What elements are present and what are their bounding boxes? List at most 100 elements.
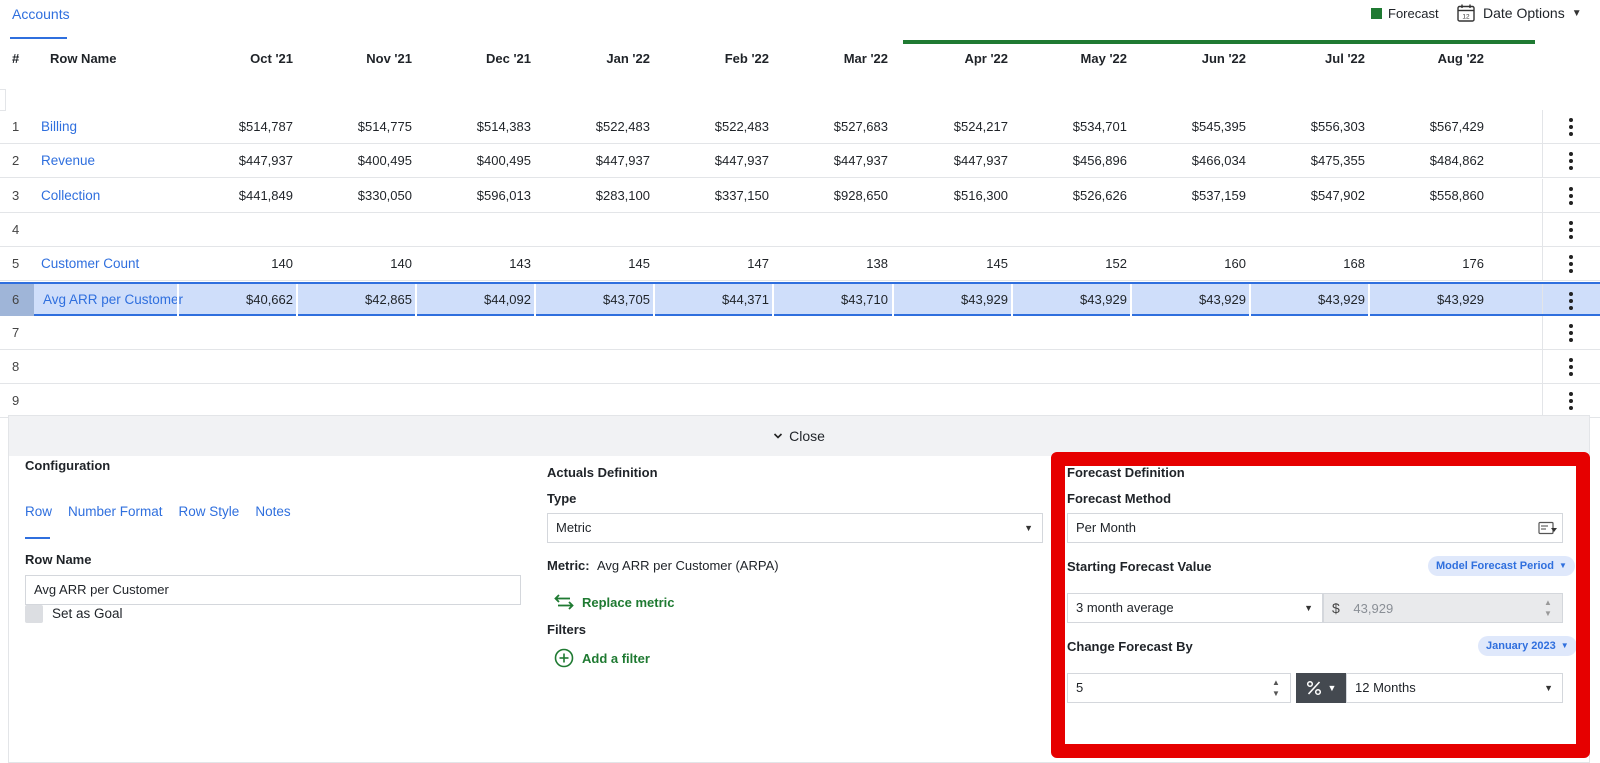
type-select[interactable]: Metric ▼ (547, 513, 1043, 543)
january-2023-pill[interactable]: January 2023 ▼ (1478, 636, 1577, 656)
table-cell[interactable]: $556,303 (1310, 119, 1365, 134)
table-cell[interactable]: $44,371 (722, 291, 769, 307)
table-cell[interactable]: $567,429 (1429, 119, 1484, 134)
table-row[interactable]: 9 (0, 384, 1600, 419)
row-name-input[interactable]: Avg ARR per Customer (25, 575, 521, 605)
more-vertical-icon[interactable] (1562, 356, 1580, 378)
table-cell[interactable]: 176 (1462, 256, 1484, 272)
table-cell[interactable]: $514,383 (476, 119, 531, 134)
row-name-link[interactable]: Collection (41, 187, 101, 203)
tab-number-format[interactable]: Number Format (68, 504, 163, 519)
table-row[interactable]: 5 Customer Count 140 140 143 145 147 138 145 152 1… (0, 247, 1600, 282)
add-filter-button[interactable]: Add a filter (554, 648, 650, 668)
date-options-button[interactable]: 12 Date Options ▼ (1456, 3, 1582, 23)
starting-value-input[interactable]: $ 43,929 ▲ ▼ (1323, 593, 1563, 623)
tab-notes[interactable]: Notes (255, 504, 291, 519)
table-cell[interactable]: $400,495 (476, 153, 531, 169)
table-cell[interactable]: $44,092 (484, 291, 531, 307)
table-cell[interactable]: $337,150 (714, 187, 769, 203)
table-cell[interactable]: $527,683 (833, 119, 888, 134)
more-vertical-icon[interactable] (1562, 150, 1580, 172)
table-cell[interactable]: 160 (1224, 256, 1246, 272)
table-cell[interactable]: $43,710 (841, 291, 888, 307)
table-cell[interactable]: $400,495 (357, 153, 412, 169)
table-cell[interactable]: $522,483 (595, 119, 650, 134)
table-cell[interactable]: $514,787 (238, 119, 293, 134)
more-vertical-icon[interactable] (1562, 185, 1580, 207)
period-select[interactable]: 12 Months ▼ (1346, 673, 1563, 703)
table-cell[interactable]: 168 (1343, 256, 1365, 272)
table-cell[interactable]: $514,775 (357, 119, 412, 134)
starting-method-select[interactable]: 3 month average ▼ (1067, 593, 1323, 623)
table-row[interactable]: 6 Avg ARR per Customer $40,662 $42,865 $44,0… (0, 281, 1600, 316)
table-cell[interactable]: $596,013 (476, 187, 531, 203)
more-vertical-icon[interactable] (1562, 390, 1580, 412)
table-cell[interactable]: $547,902 (1310, 187, 1365, 203)
table-row[interactable]: 2 Revenue $447,937 $400,495 $400,495 $447,937… (0, 144, 1600, 179)
more-vertical-icon[interactable] (1562, 253, 1580, 275)
table-cell[interactable]: $441,849 (238, 187, 293, 203)
table-cell[interactable]: 140 (271, 256, 293, 272)
change-amount-input[interactable]: 5 ▲ ▼ (1067, 673, 1291, 703)
table-cell[interactable]: $43,929 (1318, 291, 1365, 307)
table-cell[interactable]: 140 (390, 256, 412, 272)
table-cell[interactable]: $537,159 (1191, 187, 1246, 203)
table-cell[interactable]: $456,896 (1072, 153, 1127, 169)
table-cell[interactable]: 145 (628, 256, 650, 272)
table-cell[interactable]: $447,937 (953, 153, 1008, 169)
table-cell[interactable]: $558,860 (1429, 187, 1484, 203)
table-row[interactable]: 1 Billing $514,787 $514,775 $514,383 $522,483… (0, 110, 1600, 144)
tab-row-style[interactable]: Row Style (178, 504, 240, 519)
grid-resize-handle[interactable] (0, 89, 6, 111)
table-cell[interactable]: $524,217 (953, 119, 1008, 134)
change-amount-stepper[interactable]: ▲ ▼ (1270, 677, 1282, 699)
table-cell[interactable]: $330,050 (357, 187, 412, 203)
row-name-link[interactable]: Avg ARR per Customer (43, 291, 184, 307)
set-as-goal-checkbox[interactable] (25, 605, 43, 623)
table-cell[interactable]: $283,100 (595, 187, 650, 203)
percent-toggle-button[interactable]: ▼ (1296, 673, 1346, 703)
tab-accounts[interactable]: Accounts (12, 6, 70, 22)
table-cell[interactable]: $466,034 (1191, 153, 1246, 169)
table-cell[interactable]: 152 (1105, 256, 1127, 272)
tab-row[interactable]: Row (25, 504, 53, 519)
table-row[interactable]: 3 Collection $441,849 $330,050 $596,013 $283,… (0, 178, 1600, 213)
table-cell[interactable]: $516,300 (953, 187, 1008, 203)
table-cell[interactable]: $42,865 (365, 291, 412, 307)
table-row[interactable]: 8 (0, 350, 1600, 385)
table-cell[interactable]: 138 (866, 256, 888, 272)
replace-metric-button[interactable]: Replace metric (554, 593, 675, 611)
table-cell[interactable]: 147 (747, 256, 769, 272)
row-name-link[interactable]: Customer Count (41, 256, 140, 272)
table-cell[interactable]: 145 (986, 256, 1008, 272)
table-cell[interactable]: $475,355 (1310, 153, 1365, 169)
table-cell[interactable]: $447,937 (238, 153, 293, 169)
row-name-link[interactable]: Billing (41, 119, 78, 134)
table-row[interactable]: 4 (0, 212, 1600, 247)
table-cell[interactable]: $43,929 (1199, 291, 1246, 307)
table-cell[interactable]: 143 (509, 256, 531, 272)
table-cell[interactable]: $522,483 (714, 119, 769, 134)
more-vertical-icon[interactable] (1562, 219, 1580, 241)
more-vertical-icon[interactable] (1562, 290, 1580, 312)
model-forecast-period-pill[interactable]: Model Forecast Period ▼ (1428, 556, 1575, 576)
forecast-method-select[interactable]: Per Month (1067, 513, 1563, 543)
more-vertical-icon[interactable] (1562, 116, 1580, 138)
table-row[interactable]: 7 (0, 315, 1600, 350)
table-cell[interactable]: $928,650 (833, 187, 888, 203)
table-cell[interactable]: $43,929 (1437, 291, 1484, 307)
more-vertical-icon[interactable] (1562, 322, 1580, 344)
table-cell[interactable]: $43,929 (961, 291, 1008, 307)
table-cell[interactable]: $447,937 (833, 153, 888, 169)
close-panel-button[interactable]: Close (9, 416, 1589, 456)
table-cell[interactable]: $43,929 (1080, 291, 1127, 307)
row-name-link[interactable]: Revenue (41, 153, 96, 169)
table-cell[interactable]: $484,862 (1429, 153, 1484, 169)
table-cell[interactable]: $40,662 (246, 291, 293, 307)
table-cell[interactable]: $534,701 (1072, 119, 1127, 134)
table-cell[interactable]: $447,937 (595, 153, 650, 169)
table-cell[interactable]: $43,705 (603, 291, 650, 307)
table-cell[interactable]: $447,937 (714, 153, 769, 169)
table-cell[interactable]: $526,626 (1072, 187, 1127, 203)
table-cell[interactable]: $545,395 (1191, 119, 1246, 134)
